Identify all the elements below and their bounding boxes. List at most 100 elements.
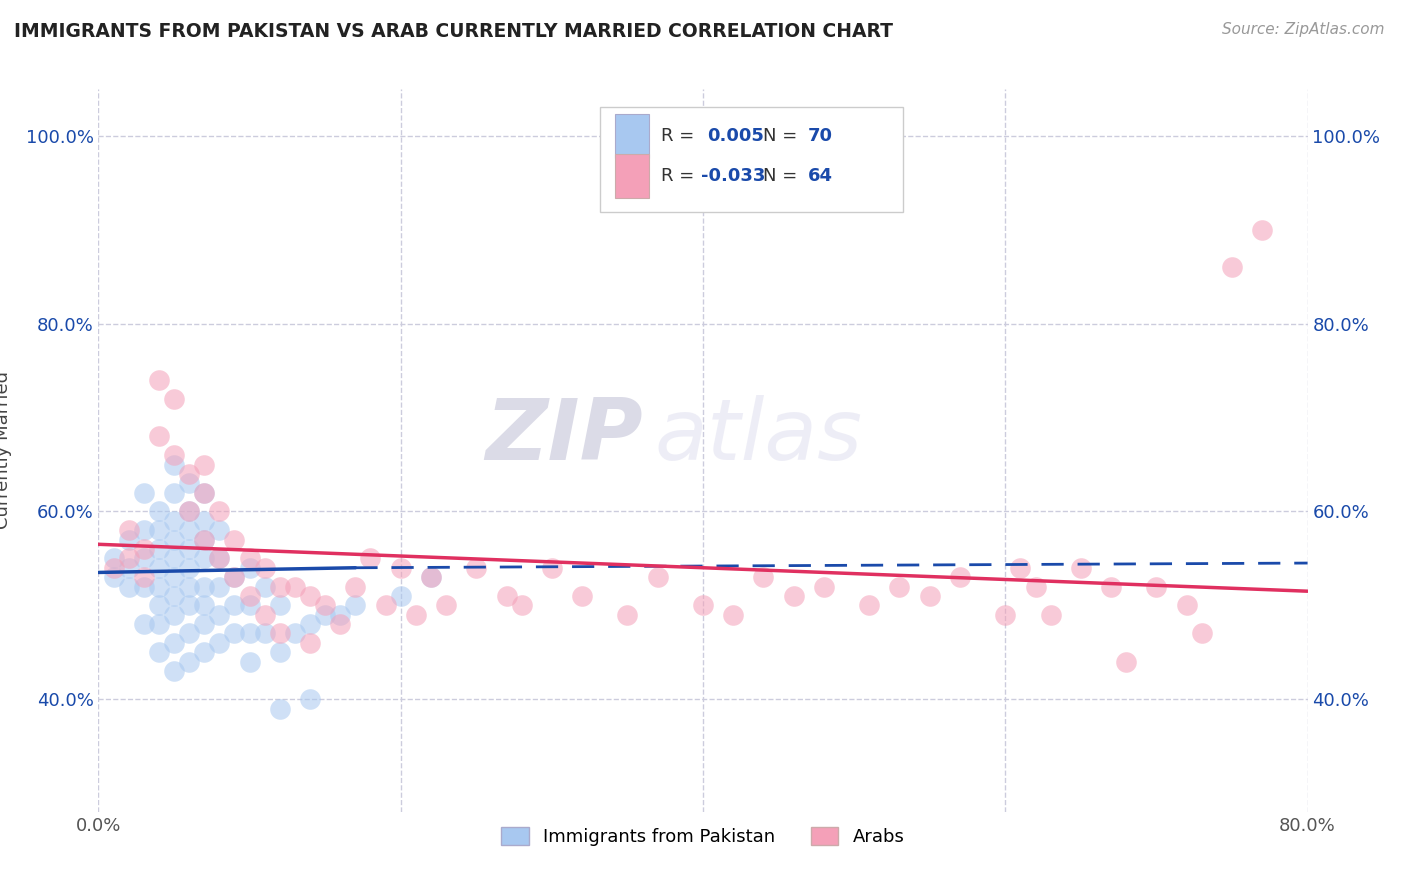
Point bbox=[208, 551, 231, 566]
Point bbox=[193, 458, 215, 472]
Point bbox=[269, 701, 291, 715]
Text: 70: 70 bbox=[808, 128, 834, 145]
Point bbox=[179, 626, 201, 640]
Point bbox=[239, 589, 262, 603]
Point bbox=[132, 523, 155, 537]
Text: -0.033: -0.033 bbox=[700, 167, 765, 185]
Point bbox=[132, 551, 155, 566]
Point bbox=[1175, 599, 1198, 613]
Point bbox=[179, 541, 201, 556]
Point bbox=[344, 580, 367, 594]
Point bbox=[132, 570, 155, 584]
Point bbox=[179, 504, 201, 518]
Text: Source: ZipAtlas.com: Source: ZipAtlas.com bbox=[1222, 22, 1385, 37]
Point bbox=[163, 664, 186, 678]
Point bbox=[1070, 560, 1092, 574]
Point bbox=[1220, 260, 1243, 275]
Point bbox=[269, 645, 291, 659]
Point bbox=[360, 551, 382, 566]
Point bbox=[193, 485, 215, 500]
Point bbox=[193, 617, 215, 632]
Point bbox=[118, 580, 141, 594]
Text: 0.005: 0.005 bbox=[707, 128, 763, 145]
Point bbox=[1039, 607, 1062, 622]
Point bbox=[118, 533, 141, 547]
Point bbox=[299, 636, 322, 650]
Text: 64: 64 bbox=[808, 167, 834, 185]
Point bbox=[420, 570, 443, 584]
Point bbox=[1251, 223, 1274, 237]
Point bbox=[239, 560, 262, 574]
Point bbox=[239, 626, 262, 640]
Point bbox=[1099, 580, 1122, 594]
Point bbox=[163, 514, 186, 528]
Point bbox=[918, 589, 941, 603]
Point bbox=[647, 570, 669, 584]
Point bbox=[299, 589, 322, 603]
Point bbox=[148, 373, 170, 387]
Point bbox=[752, 570, 775, 584]
FancyBboxPatch shape bbox=[600, 107, 903, 212]
Point bbox=[148, 504, 170, 518]
Point bbox=[405, 607, 427, 622]
Point bbox=[813, 580, 835, 594]
Point bbox=[723, 607, 745, 622]
FancyBboxPatch shape bbox=[614, 114, 648, 158]
Point bbox=[208, 551, 231, 566]
Point bbox=[163, 485, 186, 500]
Point bbox=[148, 523, 170, 537]
Point bbox=[163, 533, 186, 547]
Text: ZIP: ZIP bbox=[485, 394, 643, 477]
Point bbox=[118, 551, 141, 566]
Point bbox=[163, 392, 186, 406]
Point bbox=[179, 560, 201, 574]
Point bbox=[1191, 626, 1213, 640]
Point bbox=[329, 617, 352, 632]
Point bbox=[179, 504, 201, 518]
Point bbox=[284, 580, 307, 594]
Point bbox=[434, 599, 457, 613]
Point bbox=[510, 599, 533, 613]
Point bbox=[103, 560, 125, 574]
Text: IMMIGRANTS FROM PAKISTAN VS ARAB CURRENTLY MARRIED CORRELATION CHART: IMMIGRANTS FROM PAKISTAN VS ARAB CURRENT… bbox=[14, 22, 893, 41]
Point bbox=[179, 655, 201, 669]
Text: N =: N = bbox=[763, 167, 803, 185]
Point bbox=[193, 551, 215, 566]
Point bbox=[148, 645, 170, 659]
Point bbox=[132, 541, 155, 556]
Point bbox=[389, 589, 412, 603]
Point bbox=[224, 570, 246, 584]
Point bbox=[179, 523, 201, 537]
Point bbox=[163, 458, 186, 472]
FancyBboxPatch shape bbox=[614, 154, 648, 198]
Point bbox=[148, 541, 170, 556]
Point bbox=[224, 599, 246, 613]
Point bbox=[193, 514, 215, 528]
Point bbox=[420, 570, 443, 584]
Point bbox=[179, 580, 201, 594]
Point bbox=[314, 599, 336, 613]
Point bbox=[132, 580, 155, 594]
Point bbox=[540, 560, 562, 574]
Point bbox=[193, 533, 215, 547]
Text: R =: R = bbox=[661, 128, 700, 145]
Point bbox=[1010, 560, 1032, 574]
Point bbox=[299, 617, 322, 632]
Point bbox=[193, 580, 215, 594]
Point bbox=[269, 599, 291, 613]
Point bbox=[284, 626, 307, 640]
Point bbox=[616, 607, 638, 622]
Point bbox=[949, 570, 972, 584]
Text: R =: R = bbox=[661, 167, 700, 185]
Point bbox=[783, 589, 806, 603]
Point bbox=[193, 645, 215, 659]
Point bbox=[253, 607, 276, 622]
Point bbox=[148, 560, 170, 574]
Point bbox=[571, 589, 593, 603]
Text: atlas: atlas bbox=[655, 394, 863, 477]
Point bbox=[163, 589, 186, 603]
Point bbox=[132, 617, 155, 632]
Point bbox=[103, 551, 125, 566]
Point bbox=[163, 448, 186, 462]
Point bbox=[314, 607, 336, 622]
